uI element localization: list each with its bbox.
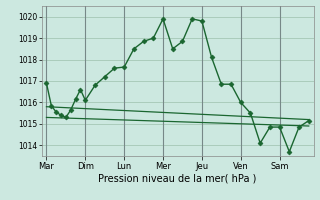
- X-axis label: Pression niveau de la mer( hPa ): Pression niveau de la mer( hPa ): [99, 173, 257, 183]
